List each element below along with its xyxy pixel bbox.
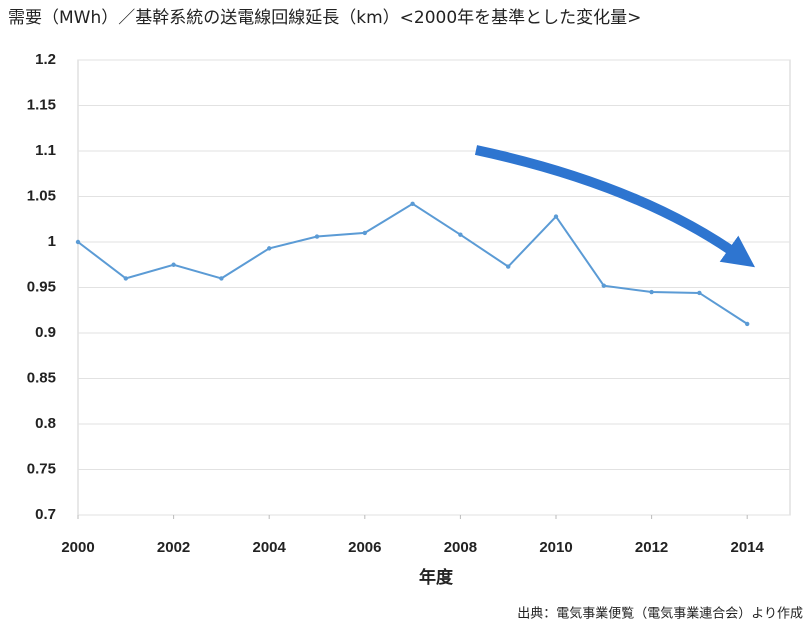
data-line [77, 202, 748, 325]
source-note: 出典：電気事業便覧（電気事業連合会）より作成 [517, 606, 803, 622]
y-tick-label: 1.2 [35, 51, 56, 68]
data-point [410, 201, 415, 206]
y-tick-label: 1.1 [35, 142, 56, 159]
x-tick-label: 2004 [253, 539, 287, 556]
data-point [267, 246, 272, 251]
data-point [506, 264, 511, 269]
x-tick-label: 2002 [157, 539, 190, 556]
data-point [458, 232, 463, 237]
data-point [171, 262, 176, 267]
x-tick-label: 2014 [731, 539, 765, 556]
trend-arrow [474, 145, 756, 268]
y-tick-label: 1 [48, 233, 56, 250]
y-tick-label: 0.85 [27, 369, 56, 386]
data-point [745, 321, 750, 327]
x-tick-label: 2012 [635, 539, 668, 556]
x-tick-label: 2000 [61, 539, 94, 556]
y-tick-label: 1.15 [27, 96, 56, 113]
data-point [553, 214, 559, 219]
y-tick-label: 0.7 [35, 506, 56, 523]
x-axis-label: 年度 [419, 567, 454, 588]
y-tick-label: 0.9 [35, 324, 56, 341]
data-point [601, 283, 606, 288]
data-point [123, 276, 128, 281]
data-point [362, 230, 367, 236]
data-point [75, 239, 81, 245]
x-tick-label: 2006 [348, 539, 381, 556]
y-tick-label: 0.95 [27, 278, 56, 295]
y-tick-label: 1.05 [27, 187, 56, 204]
data-point [697, 290, 702, 296]
x-tick-label: 2010 [539, 539, 572, 556]
data-point [649, 289, 654, 295]
data-point [219, 276, 224, 281]
y-tick-label: 0.8 [35, 415, 56, 432]
chart-title: 需要（MWh）／基幹系統の送電線回線延長（km）<2000年を基準とした変化量> [8, 7, 641, 28]
x-tick-label: 2008 [444, 539, 477, 556]
y-tick-label: 0.75 [27, 460, 56, 477]
data-point [314, 234, 320, 239]
